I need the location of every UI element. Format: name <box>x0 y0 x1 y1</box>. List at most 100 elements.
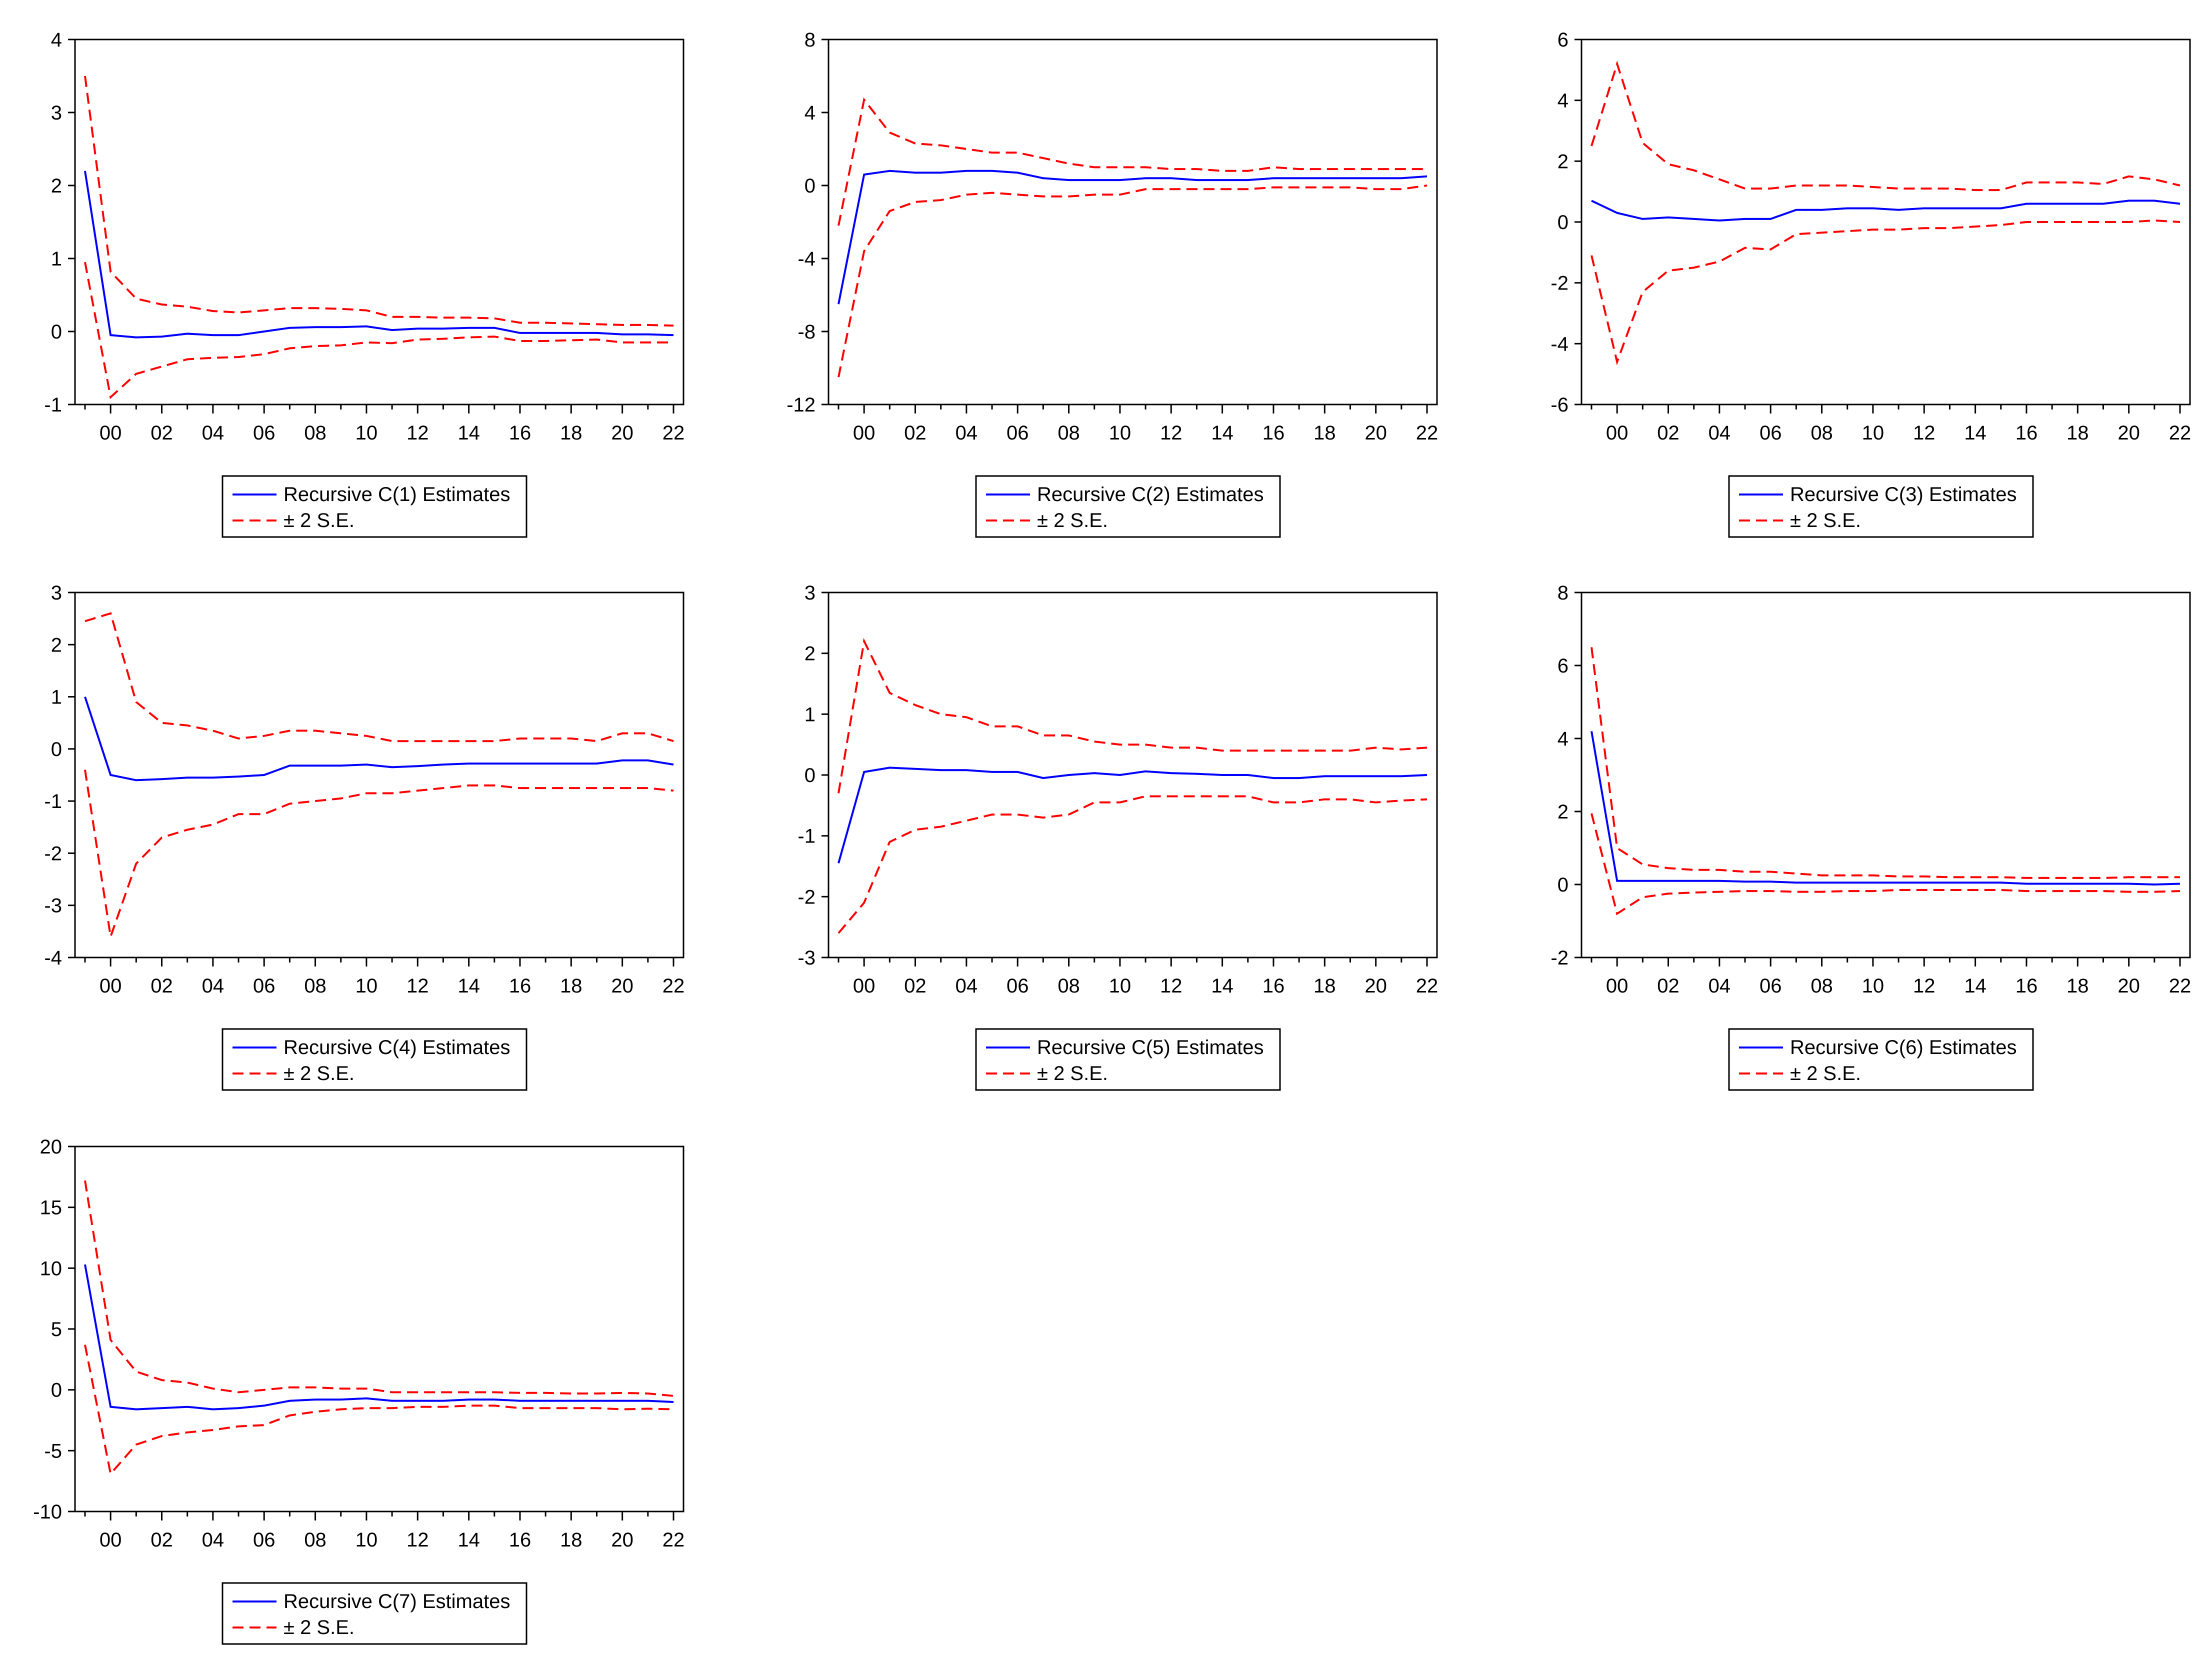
legend-estimate-label: Recursive C(4) Estimates <box>284 1036 510 1058</box>
y-tick-label: -4 <box>1550 333 1568 355</box>
y-tick-label: 3 <box>51 102 62 124</box>
lower-se-line <box>84 262 674 400</box>
x-tick-label: 02 <box>904 975 926 997</box>
legend: Recursive C(5) Estimates ± 2 S.E. <box>975 1028 1281 1091</box>
x-tick-label: 14 <box>1964 422 1986 444</box>
y-tick-label: -2 <box>798 886 816 908</box>
x-tick-label: 22 <box>662 1529 685 1551</box>
x-tick-label: 16 <box>1262 975 1285 997</box>
x-tick-label: 22 <box>1416 975 1438 997</box>
estimate-line <box>84 696 674 782</box>
x-tick-label: 04 <box>956 422 978 444</box>
x-tick-label: 06 <box>1760 975 1782 997</box>
y-tick-label: -2 <box>44 842 62 864</box>
x-tick-label: 12 <box>1913 975 1936 997</box>
x-tick-label: 20 <box>1364 975 1387 997</box>
legend: Recursive C(1) Estimates ± 2 S.E. <box>222 475 528 538</box>
estimate-line <box>838 170 1428 304</box>
x-tick-label: 22 <box>662 422 685 444</box>
x-tick-label: 00 <box>100 975 122 997</box>
x-tick-label: 16 <box>2016 422 2038 444</box>
x-tick-label: 10 <box>1109 422 1132 444</box>
x-tick-label: 20 <box>2118 422 2140 444</box>
legend-estimate-label: Recursive C(1) Estimates <box>284 484 510 506</box>
plot-frame <box>828 38 1438 406</box>
upper-se-line <box>84 76 674 327</box>
x-tick-label: 06 <box>253 1529 276 1551</box>
y-tick-label: 0 <box>51 738 62 760</box>
upper-se-line <box>1590 647 2180 879</box>
x-tick-label: 08 <box>1810 975 1833 997</box>
y-tick-label: -1 <box>44 790 62 812</box>
estimate-line <box>838 766 1428 864</box>
y-tick-label: 0 <box>1558 874 1568 896</box>
legend-box <box>222 1028 528 1091</box>
y-tick-label: -6 <box>1550 394 1568 416</box>
legend-estimate-label: Recursive C(7) Estimates <box>284 1590 510 1612</box>
upper-se-line <box>84 1180 674 1397</box>
y-tick-label: 4 <box>804 102 816 124</box>
y-tick-label: -4 <box>798 248 816 270</box>
x-tick-label: 10 <box>1862 975 1884 997</box>
y-tick-label: -3 <box>44 895 62 917</box>
lower-se-line <box>838 184 1428 378</box>
x-tick-label: 08 <box>304 1529 326 1551</box>
x-tick-label: 22 <box>2169 422 2192 444</box>
estimate-line <box>84 170 674 338</box>
x-tick-label: 10 <box>356 975 378 997</box>
x-tick-label: 14 <box>458 1529 480 1551</box>
x-tick-label: 06 <box>1006 422 1029 444</box>
y-tick-label: 0 <box>804 764 816 786</box>
y-tick-label: -2 <box>1550 272 1568 294</box>
x-tick-label: 18 <box>560 422 582 444</box>
legend-band-label: ± 2 S.E. <box>284 1062 354 1084</box>
x-tick-label: 08 <box>304 975 326 997</box>
upper-se-line <box>838 638 1428 794</box>
x-tick-label: 18 <box>560 1529 582 1551</box>
x-tick-label: 08 <box>304 422 326 444</box>
y-tick-label: 2 <box>1558 801 1568 823</box>
x-tick-label: 10 <box>1109 975 1132 997</box>
y-tick-label: 1 <box>51 248 62 270</box>
y-tick-label: 6 <box>1558 29 1568 51</box>
x-tick-label: 00 <box>853 975 876 997</box>
legend-estimate-label: Recursive C(6) Estimates <box>1790 1036 2016 1058</box>
x-tick-label: 02 <box>904 422 926 444</box>
y-tick-label: -2 <box>1550 947 1568 969</box>
y-tick-label: 4 <box>51 29 62 51</box>
x-tick-label: 02 <box>150 422 173 444</box>
legend: Recursive C(6) Estimates ± 2 S.E. <box>1728 1028 2034 1091</box>
x-tick-label: 02 <box>1657 975 1680 997</box>
x-tick-label: 16 <box>2016 975 2038 997</box>
legend: Recursive C(2) Estimates ± 2 S.E. <box>975 475 1281 538</box>
y-tick-label: -12 <box>786 394 816 416</box>
legend-estimate-label: Recursive C(2) Estimates <box>1037 484 1264 506</box>
y-tick-label: -1 <box>44 394 62 416</box>
legend: Recursive C(7) Estimates ± 2 S.E. <box>222 1582 528 1645</box>
y-tick-label: 6 <box>1558 655 1568 677</box>
x-tick-label: 04 <box>1708 422 1731 444</box>
y-tick-label: 20 <box>40 1136 62 1158</box>
x-tick-label: 02 <box>150 975 173 997</box>
x-tick-label: 14 <box>1211 422 1234 444</box>
x-tick-label: 20 <box>611 975 634 997</box>
plot-frame <box>828 592 1438 958</box>
legend-band-label: ± 2 S.E. <box>284 510 354 532</box>
y-tick-label: 2 <box>51 634 62 656</box>
lower-se-line <box>84 770 674 937</box>
y-tick-label: 2 <box>51 175 62 197</box>
y-tick-label: 15 <box>40 1197 62 1219</box>
legend-band-label: ± 2 S.E. <box>1037 510 1108 532</box>
upper-se-line <box>84 612 674 742</box>
x-tick-label: 16 <box>509 1529 532 1551</box>
y-tick-label: 3 <box>51 582 62 604</box>
x-tick-label: 04 <box>1708 975 1731 997</box>
y-tick-label: 4 <box>1558 90 1568 112</box>
x-tick-label: 14 <box>1211 975 1234 997</box>
x-tick-label: 06 <box>1006 975 1029 997</box>
